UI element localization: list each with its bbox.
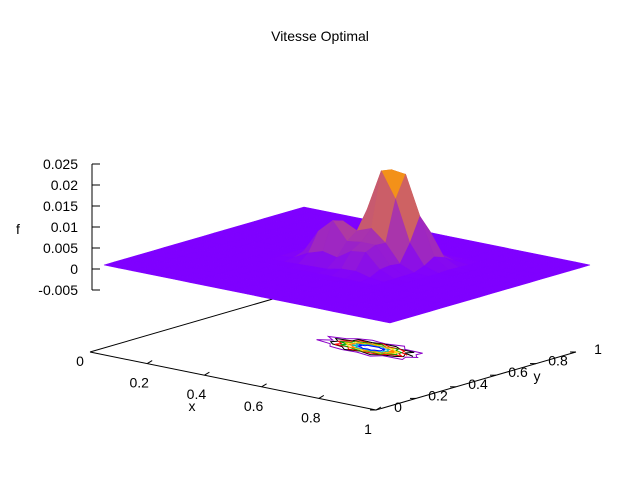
y-tick-label: 0.6 — [508, 364, 528, 380]
surface-group — [103, 169, 591, 324]
x-tick-label: 0.8 — [301, 409, 321, 425]
z-tick-label: 0.025 — [43, 156, 78, 172]
x-tick — [204, 371, 210, 376]
x-tick-label: 0.4 — [187, 386, 207, 402]
y-tick-label: 0.8 — [548, 353, 568, 369]
y-axis-line — [375, 351, 577, 411]
contour-line — [345, 341, 400, 354]
contour-line — [351, 343, 391, 353]
contour-line — [357, 344, 386, 352]
x-axis-line — [89, 351, 377, 411]
x-tick — [375, 406, 382, 411]
z-axis-label: f — [16, 221, 20, 237]
y-axis-label: y — [534, 368, 541, 384]
surface-patch — [375, 316, 401, 324]
y-tick-label: 0 — [394, 399, 402, 415]
contour-line — [316, 335, 423, 361]
z-tick-label: 0.015 — [43, 198, 78, 214]
chart-title: Vitesse Optimal — [271, 28, 369, 44]
y-tick-label: 0.4 — [468, 376, 488, 392]
z-tick-label: 0.005 — [43, 240, 78, 256]
contour-group — [316, 335, 423, 361]
z-tick-label: 0 — [70, 261, 78, 277]
y-tick-label: 0.2 — [428, 387, 448, 403]
back-axis-line — [89, 293, 291, 353]
contour-line — [348, 342, 395, 354]
y-tick-label: 1 — [594, 341, 602, 357]
x-tick — [261, 383, 267, 388]
z-tick-label: -0.005 — [38, 282, 78, 298]
x-axis-label: x — [189, 398, 196, 414]
origin-label: 0 — [76, 353, 84, 369]
x-tick-label: 0.2 — [129, 375, 149, 391]
x-tick-label: 0.6 — [244, 398, 264, 414]
z-tick-label: 0.01 — [51, 219, 78, 235]
x-tick — [318, 394, 325, 399]
x-tick — [146, 360, 153, 365]
z-tick-label: 0.02 — [51, 177, 78, 193]
x-tick-label: 1 — [364, 421, 372, 437]
